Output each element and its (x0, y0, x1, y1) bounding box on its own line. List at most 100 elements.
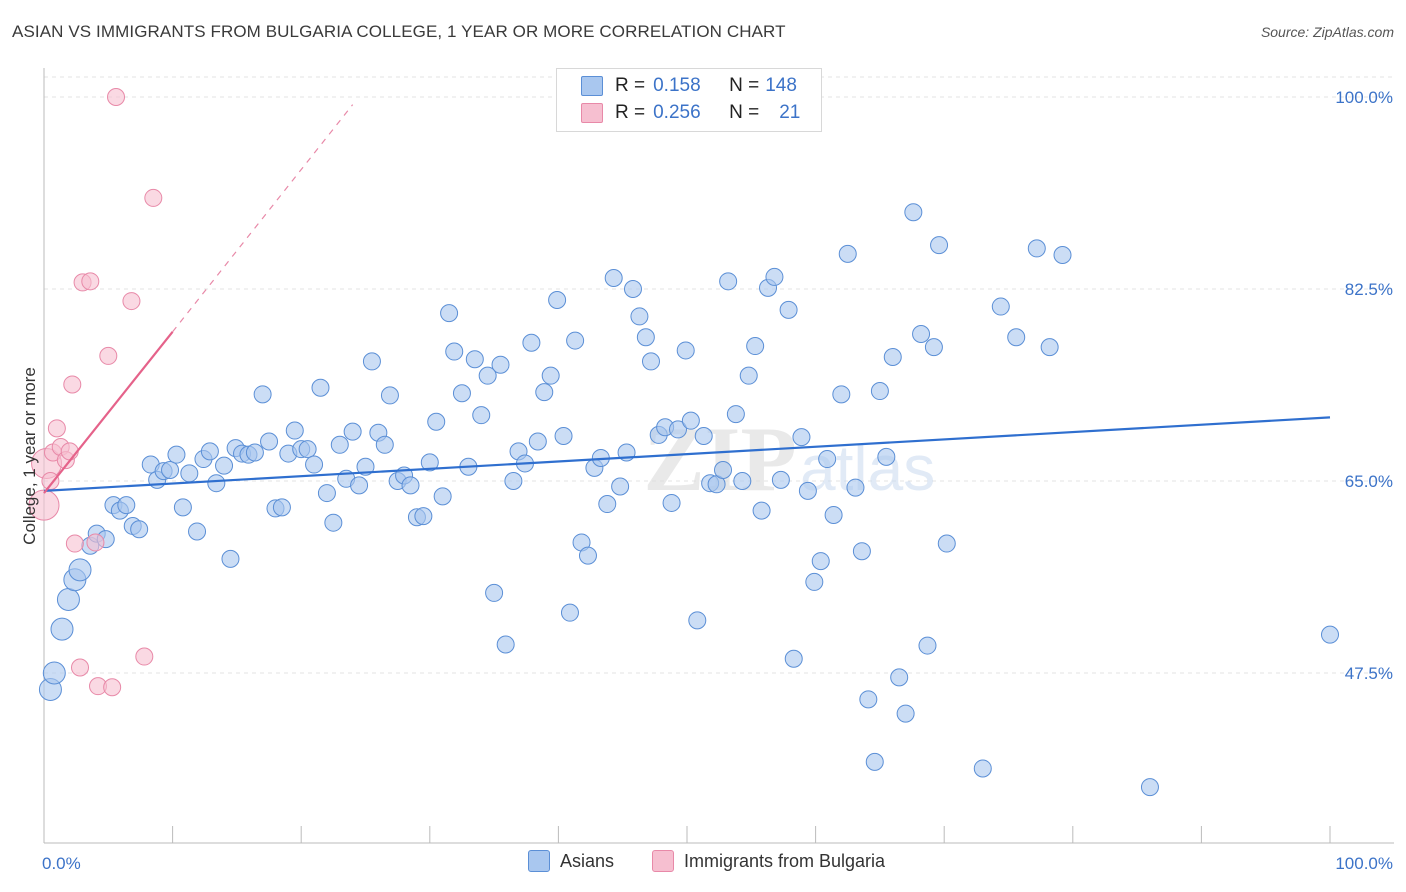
asians-point (811, 552, 830, 571)
asians-swatch (581, 76, 603, 96)
asians-point (560, 603, 579, 622)
bulgaria-point (71, 658, 90, 677)
asians-point (566, 331, 585, 350)
asians-point (818, 450, 837, 469)
asians-point (890, 668, 909, 687)
bulgaria-point (60, 442, 79, 461)
asians-point (1007, 328, 1026, 347)
asians-point (739, 366, 758, 385)
legend-item-bulgaria[interactable]: Immigrants from Bulgaria (652, 850, 885, 872)
asians-point (991, 297, 1010, 316)
asians-point (472, 406, 491, 425)
asians-point (805, 572, 824, 591)
asians-point (746, 337, 765, 356)
asians-point (535, 383, 554, 402)
asians-point (824, 506, 843, 525)
asians-point (200, 442, 219, 461)
asians-point (636, 328, 655, 347)
asians-point (362, 352, 381, 371)
bulgaria-point (144, 188, 163, 207)
legend: Asians Immigrants from Bulgaria (0, 850, 1406, 878)
asians-point (1321, 625, 1339, 644)
asians-point (478, 366, 497, 385)
asians-point (414, 507, 433, 526)
asians-point (324, 513, 343, 532)
bulgaria-swatch (581, 103, 603, 123)
n-value: 148 (765, 75, 797, 96)
x-tick-label: 0.0% (42, 854, 81, 873)
asians-point (896, 704, 915, 723)
bulgaria-trend-extension (172, 104, 354, 333)
legend-swatch-bulgaria (652, 850, 674, 872)
asians-point (688, 611, 707, 630)
asians-point (167, 445, 186, 464)
asians-point (221, 549, 240, 568)
asians-point (42, 661, 66, 685)
n-label: N = (729, 102, 760, 123)
bulgaria-trend-line (43, 331, 174, 494)
asians-point (161, 461, 180, 480)
asians-point (56, 587, 80, 611)
bulgaria-point (107, 88, 126, 106)
asians-point (752, 501, 771, 520)
asians-point (496, 635, 515, 654)
n-label: N = (729, 75, 760, 96)
asians-point (548, 290, 567, 309)
asians-point (401, 476, 420, 495)
asians-point (504, 472, 523, 490)
y-tick-label: 100.0% (1335, 88, 1393, 107)
y-axis-label: College, 1 year or more (20, 367, 39, 545)
asians-point (330, 435, 349, 454)
asians-point (130, 520, 149, 539)
chart-title: ASIAN VS IMMIGRANTS FROM BULGARIA COLLEG… (12, 22, 786, 41)
asians-point (1053, 245, 1072, 264)
asians-point (973, 759, 992, 778)
asians-point (681, 411, 700, 430)
asians-point (528, 432, 547, 451)
asians-point (904, 203, 923, 222)
asians-point (714, 461, 733, 480)
asians-point (765, 267, 784, 286)
asians-point (578, 546, 597, 565)
asians-point (623, 280, 642, 298)
n-value: 21 (779, 102, 801, 123)
y-tick-label: 82.5% (1345, 280, 1393, 299)
y-tick-label: 65.0% (1345, 472, 1393, 491)
asians-point (846, 478, 865, 497)
asians-point (792, 428, 811, 447)
asians-point (68, 558, 92, 582)
bulgaria-point (99, 346, 118, 365)
asians-point (719, 272, 738, 291)
correlation-stats-box: R = 0.158 N = 148 R = 0.256 N = 21 (556, 68, 822, 132)
asians-point (668, 420, 687, 439)
x-tick-label: 100.0% (1335, 854, 1393, 873)
bulgaria-point (47, 419, 66, 438)
trend-layer (43, 104, 1331, 494)
asians-point (630, 307, 649, 326)
labels-layer: 47.5% 65.0% 82.5% 100.0% 0.0% 100.0% (42, 88, 1393, 873)
asians-point (733, 472, 752, 490)
asians-point (1027, 239, 1046, 258)
legend-item-asians[interactable]: Asians (528, 850, 614, 872)
asians-point (305, 455, 324, 474)
r-value: 0.256 (653, 102, 701, 123)
bulgaria-point (135, 647, 154, 666)
asians-point (784, 649, 803, 668)
asians-point (188, 522, 207, 541)
asians-point (427, 412, 446, 431)
asians-point (260, 432, 279, 451)
asians-point (877, 447, 896, 466)
asians-point (852, 542, 871, 561)
asians-point (285, 421, 304, 440)
stats-row-asians: R = 0.158 N = 148 (581, 73, 797, 99)
asians-point (930, 236, 949, 255)
asians-point (924, 338, 943, 357)
asians-point (937, 534, 956, 553)
asians-point (838, 244, 857, 263)
r-label: R = (615, 75, 646, 96)
asians-point (598, 495, 617, 514)
asians-point (272, 498, 291, 517)
asians-point (779, 300, 798, 319)
asians-point (771, 470, 790, 489)
